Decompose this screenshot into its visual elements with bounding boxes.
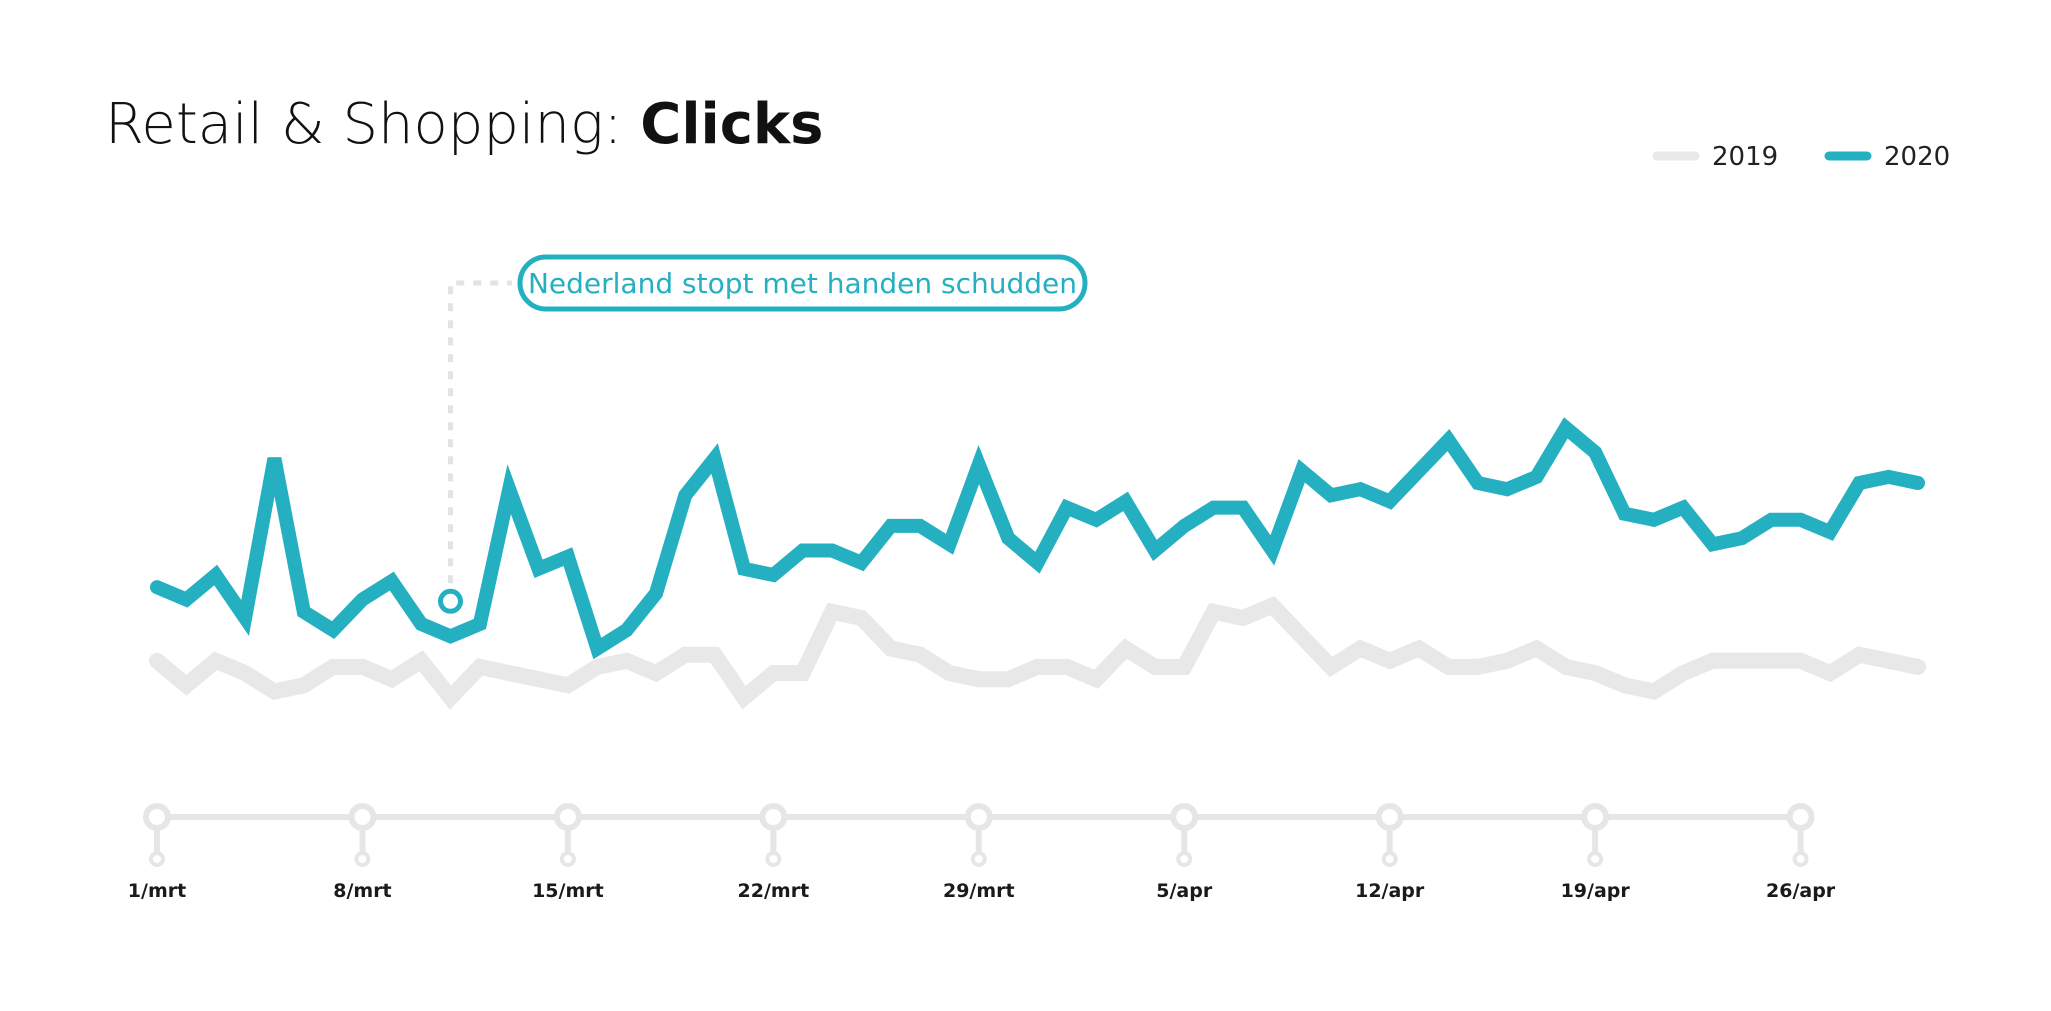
x-tick-label: 29/mrt: [943, 880, 1015, 902]
x-tick: 8/mrt: [333, 803, 392, 902]
x-tick-end-marker: [559, 851, 576, 867]
x-tick-label: 15/mrt: [532, 880, 604, 902]
x-tick-marker: [1786, 803, 1815, 831]
legend-item-2019: 2019: [1652, 142, 1778, 172]
x-tick-end-marker: [1587, 851, 1604, 867]
x-tick-label: 1/mrt: [128, 880, 186, 902]
x-axis: 1/mrt 8/mrt 15/mrt 22/mrt 29/mrt 5/apr 12/apr 1…: [128, 803, 1836, 902]
legend-item-2020: 2020: [1824, 142, 1950, 172]
x-tick-end-marker: [970, 851, 987, 867]
x-tick-marker: [964, 803, 993, 831]
annotation: Nederland stopt met handen schudden: [438, 254, 1088, 614]
x-tick: 15/mrt: [532, 803, 604, 902]
annotation-leader: [448, 280, 512, 584]
x-tick-marker: [143, 803, 171, 831]
x-tick-end-marker: [354, 851, 371, 867]
legend-label: 2019: [1712, 142, 1778, 172]
x-tick-marker: [1170, 803, 1199, 831]
x-tick-label: 8/mrt: [333, 880, 391, 902]
x-tick: 29/mrt: [943, 803, 1015, 902]
annotation-leader-line: [448, 280, 512, 584]
x-tick-marker: [759, 803, 788, 831]
annotation-marker: [438, 588, 463, 614]
x-tick-marker: [553, 803, 582, 831]
x-tick: 1/mrt: [128, 803, 186, 902]
x-tick-label: 12/apr: [1355, 880, 1425, 902]
x-tick: 26/apr: [1766, 803, 1836, 902]
x-tick-end-marker: [1176, 851, 1193, 867]
chart-title: Retail & Shopping: Clicks: [105, 92, 824, 157]
x-tick-end-marker: [765, 851, 782, 867]
x-tick-end-marker: [1381, 851, 1398, 867]
x-tick-marker: [1375, 803, 1404, 831]
annotation-box: [517, 254, 1088, 312]
x-tick-label: 26/apr: [1766, 880, 1836, 902]
legend-label: 2020: [1884, 142, 1950, 172]
x-tick: 5/apr: [1156, 803, 1213, 902]
x-tick-marker: [348, 803, 377, 831]
chart-title-prefix: Retail & Shopping:: [105, 92, 640, 157]
series-group: [149, 417, 1926, 710]
series-line-2020: [150, 417, 1925, 660]
x-tick-label: 5/apr: [1156, 880, 1213, 902]
x-tick-end-marker: [149, 851, 165, 867]
x-tick-end-marker: [1792, 851, 1809, 867]
x-tick: 12/apr: [1355, 803, 1425, 902]
x-tick-label: 19/apr: [1561, 880, 1631, 902]
annotation-label: Nederland stopt met handen schudden: [528, 267, 1077, 300]
chart-title-emphasis: Clicks: [640, 92, 823, 157]
x-tick: 22/mrt: [738, 803, 810, 902]
x-tick-label: 22/mrt: [738, 880, 810, 902]
x-tick-marker: [1581, 803, 1610, 831]
legend: 2019 2020: [1652, 142, 1950, 172]
series-line-2019: [149, 596, 1926, 710]
x-tick: 19/apr: [1561, 803, 1631, 902]
